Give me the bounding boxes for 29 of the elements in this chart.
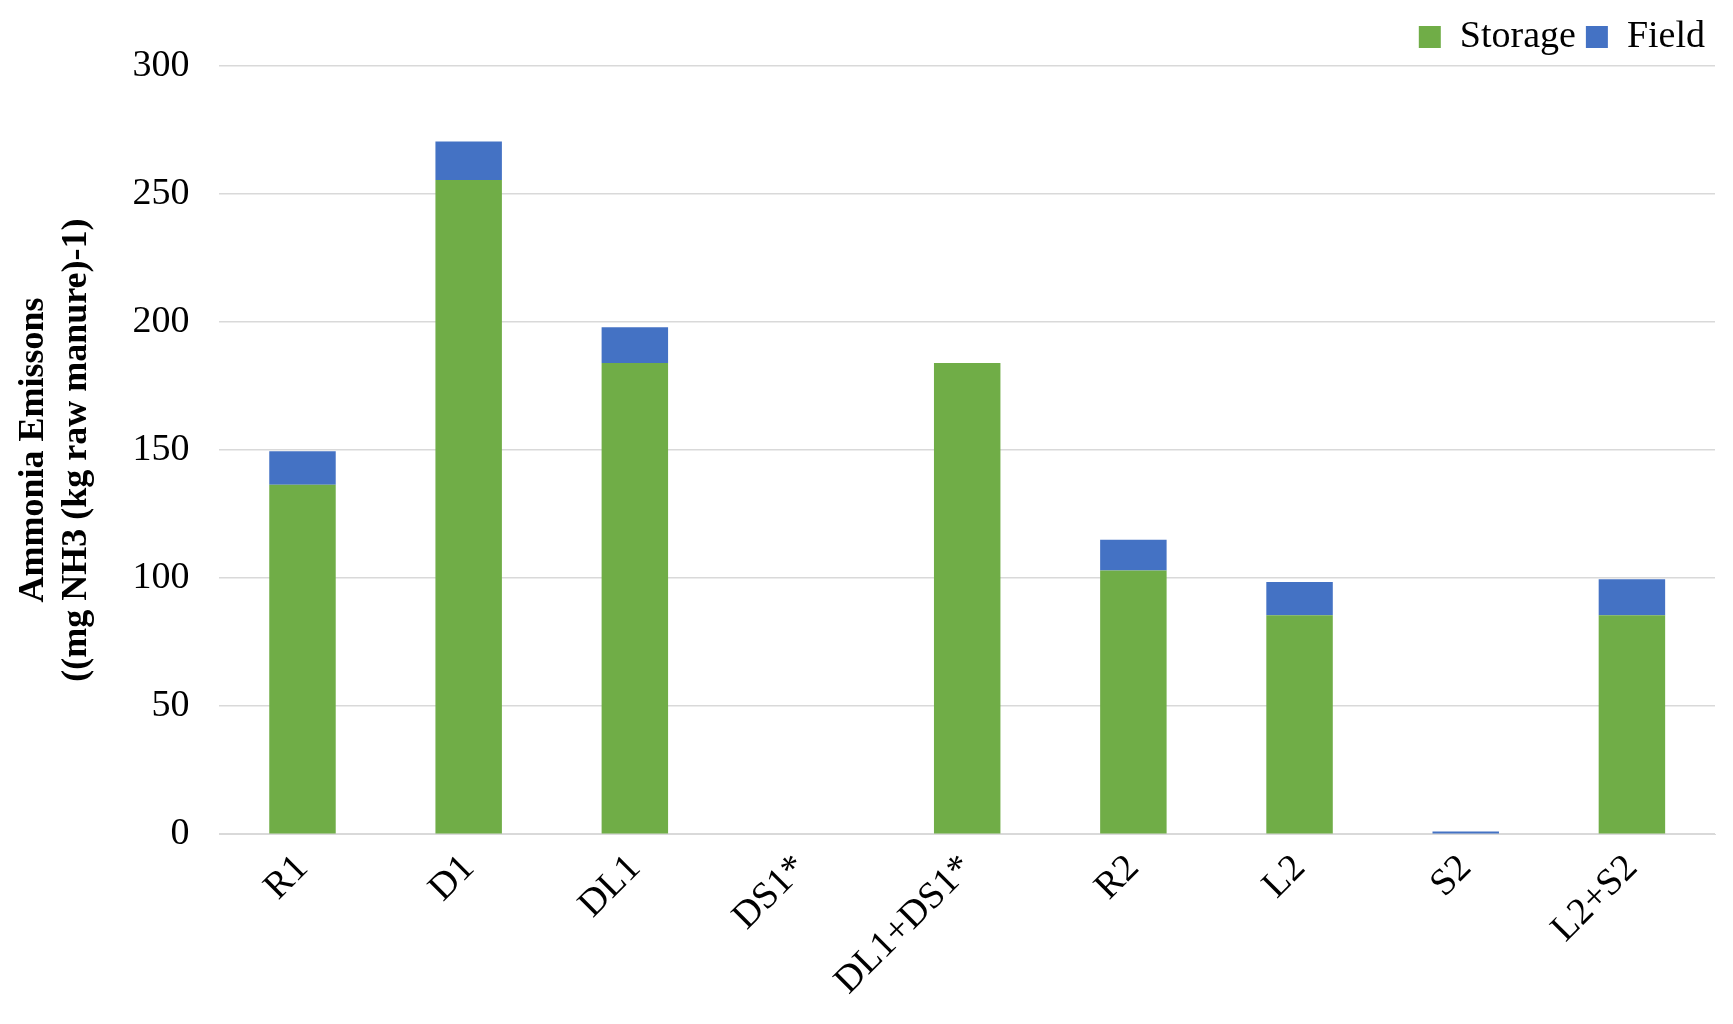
x-tick-label: R2 (1085, 845, 1147, 907)
bar (1266, 581, 1333, 616)
x-tick-label: D1 (418, 845, 482, 908)
bar (601, 327, 669, 364)
bar (1100, 570, 1167, 834)
bar (1266, 615, 1333, 834)
legend-label: Storage (1459, 12, 1576, 55)
bar (435, 141, 502, 180)
x-tick-label: R1 (254, 845, 316, 907)
bar (1100, 539, 1167, 571)
y-tick-label: 300 (132, 41, 190, 84)
y-tick-label: 100 (132, 554, 190, 597)
y-axis-title: Ammonia Emissons ((mg NH3 (kg raw manure)-1) (10, 218, 95, 682)
x-tick-label: S2 (1420, 845, 1479, 904)
bar (1598, 615, 1666, 834)
bar (269, 451, 336, 485)
bar (269, 484, 336, 834)
bar (435, 179, 502, 834)
legend-label: Field (1626, 12, 1706, 55)
x-tick-label: DL1 (568, 845, 648, 925)
y-tick-label: 250 (132, 170, 190, 213)
y-tick-label: 200 (132, 298, 190, 341)
y-tick-label: 0 (170, 810, 190, 853)
y-tick-label: 50 (151, 682, 190, 725)
bar (601, 363, 669, 834)
y-tick-label: 150 (132, 426, 190, 469)
x-tick-label: L2 (1252, 845, 1313, 905)
bar (933, 363, 1001, 834)
bar (1598, 579, 1666, 616)
